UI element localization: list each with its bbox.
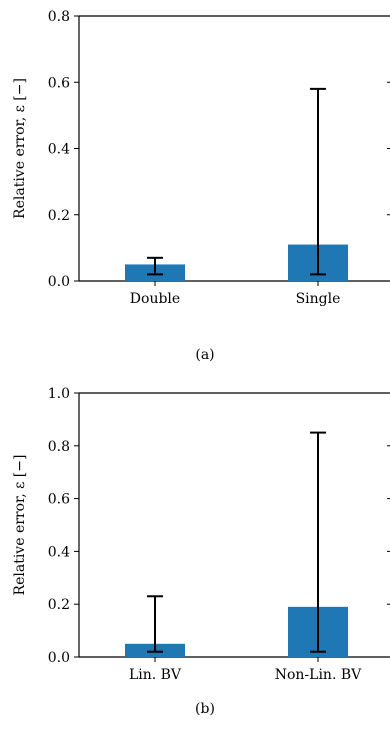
x-tick-label: Non-Lin. BV — [275, 667, 362, 683]
y-tick-label: 1.0 — [48, 386, 70, 402]
y-axis-title: Relative error, ε [−] — [12, 455, 28, 596]
y-tick-label: 0.2 — [48, 597, 70, 613]
y-tick-label: 0.6 — [48, 492, 70, 508]
y-tick-label: 0.8 — [48, 439, 70, 455]
chart-panel-2: 0.0 0.2 0.4 0.6 0.8 1.0 Relative error, ε [−] L… — [12, 386, 390, 717]
y-axis-title: Relative error, ε [−] — [12, 78, 28, 219]
x-tick-label: Double — [130, 291, 180, 307]
y-tick-label: 0.0 — [48, 650, 70, 666]
y-tick-label: 0.8 — [48, 9, 70, 25]
x-tick-label: Lin. BV — [129, 667, 182, 683]
y-tick-label: 0.4 — [48, 142, 70, 158]
panel-caption: (b) — [195, 701, 215, 717]
chart-panel-1: 0.0 0.2 0.4 0.6 0.8 Relative error, ε [−] Doub… — [12, 9, 390, 363]
x-tick-label: Single — [296, 291, 341, 307]
y-tick-label: 0.6 — [48, 75, 70, 91]
y-tick-label: 0.4 — [48, 544, 70, 560]
y-tick-label: 0.2 — [48, 208, 70, 224]
panel-caption: (a) — [195, 347, 214, 363]
y-tick-label: 0.0 — [48, 274, 70, 290]
